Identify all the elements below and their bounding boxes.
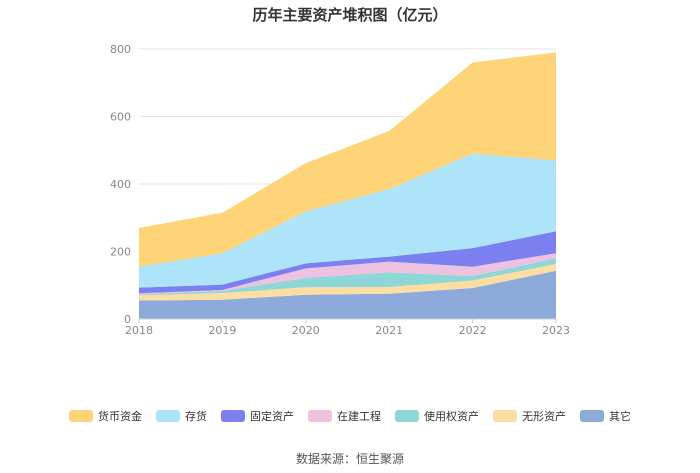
- x-tick-label: 2020: [292, 324, 320, 337]
- legend-label: 在建工程: [337, 410, 381, 423]
- legend-item[interactable]: 在建工程: [308, 408, 381, 424]
- legend-item[interactable]: 无形资产: [493, 408, 566, 424]
- legend-item[interactable]: 货币资金: [69, 408, 142, 424]
- area-series: [139, 52, 556, 267]
- x-tick-label: 2022: [459, 324, 487, 337]
- chart-title: 历年主要资产堆积图（亿元）: [252, 6, 448, 24]
- legend-swatch: [156, 410, 180, 422]
- legend-item[interactable]: 存货: [156, 408, 207, 424]
- legend-label: 无形资产: [522, 410, 566, 423]
- y-tick-label: 200: [110, 246, 131, 259]
- legend-swatch: [493, 410, 517, 422]
- area-series: [139, 263, 556, 301]
- legend-label: 固定资产: [250, 410, 294, 423]
- legend-swatch: [69, 410, 93, 422]
- area-series: [139, 258, 556, 296]
- x-tick-label: 2018: [125, 324, 153, 337]
- legend-swatch: [395, 410, 419, 422]
- y-tick-label: 600: [110, 111, 131, 124]
- legend: 货币资金 存货 固定资产 在建工程 使用权资产 无形资产 其它: [0, 408, 700, 424]
- legend-swatch: [580, 410, 604, 422]
- legend-label: 使用权资产: [424, 410, 479, 423]
- legend-label: 其它: [609, 410, 631, 423]
- area-series: [139, 270, 556, 319]
- legend-item[interactable]: 其它: [580, 408, 631, 424]
- legend-item[interactable]: 固定资产: [221, 408, 294, 424]
- area-series: [139, 231, 556, 294]
- y-tick-label: 400: [110, 178, 131, 191]
- stacked-area-chart: 0 200 400 600 800 2018 2019 2020 2021 2022 2023: [110, 43, 570, 337]
- x-tick-label: 2019: [208, 324, 236, 337]
- legend-label: 存货: [185, 410, 207, 423]
- area-series: [139, 253, 556, 295]
- legend-label: 货币资金: [98, 410, 142, 423]
- y-tick-label: 800: [110, 43, 131, 56]
- legend-swatch: [221, 410, 245, 422]
- y-tick-label: 0: [124, 313, 131, 326]
- legend-swatch: [308, 410, 332, 422]
- area-series: [139, 153, 556, 288]
- x-tick-label: 2021: [375, 324, 403, 337]
- legend-item[interactable]: 使用权资产: [395, 408, 479, 424]
- x-tick-label: 2023: [542, 324, 570, 337]
- data-source: 数据来源：恒生聚源: [295, 452, 404, 466]
